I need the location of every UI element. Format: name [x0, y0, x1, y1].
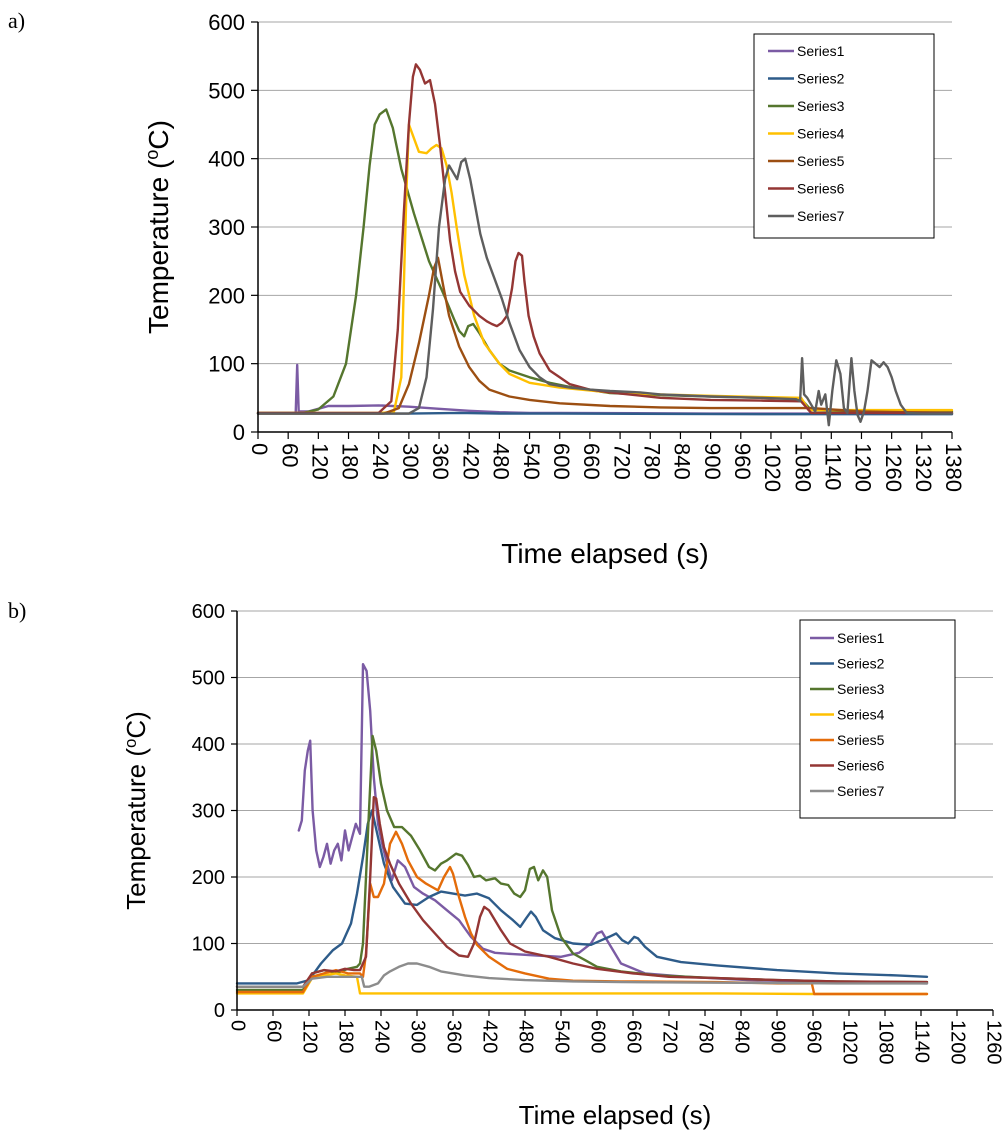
chart-a-x-tick-label: 60: [277, 443, 302, 467]
chart-b-x-tick-label: 900: [767, 1020, 789, 1053]
chart-a-y-tick-label: 500: [208, 78, 245, 103]
chart-a-x-tick-label: 180: [338, 443, 363, 480]
chart-a-series-5-line: [256, 256, 954, 415]
chart-a-x-tick-label: 420: [458, 443, 483, 480]
chart-b-legend-label: Series5: [837, 732, 885, 748]
chart-b-y-tick-label: 500: [192, 668, 225, 690]
chart-b-legend-label: Series1: [837, 630, 885, 646]
chart-b-x-tick-label: 600: [587, 1020, 609, 1053]
chart-a-x-axis-title: Time elapsed (s): [501, 538, 708, 569]
chart-b-x-tick-label: 1140: [911, 1020, 933, 1063]
chart-a-legend-label: Series3: [797, 98, 845, 114]
chart-a-x-tick-label: 1380: [941, 443, 966, 492]
chart-b-x-tick-label: 300: [407, 1020, 429, 1053]
chart-a-x-tick-label: 300: [398, 443, 423, 480]
chart-a-y-tick-label: 200: [208, 283, 245, 308]
chart-a-x-tick-label: 120: [307, 443, 332, 480]
chart-b-x-tick-label: 420: [479, 1020, 501, 1053]
chart-b-y-axis-title: Temperature (oC): [121, 711, 151, 910]
chart-b-x-tick-label: 1080: [875, 1020, 897, 1065]
chart-a-x-tick-label: 360: [428, 443, 453, 480]
chart-b-series-3-line: [235, 734, 929, 992]
chart-b-x-tick-label: 120: [299, 1020, 321, 1053]
chart-b-x-tick-label: 840: [731, 1020, 753, 1053]
chart-a-x-tick-label: 720: [609, 443, 634, 480]
chart-b-x-axis-title: Time elapsed (s): [519, 1100, 712, 1130]
chart-b-y-tick-label: 100: [192, 934, 225, 956]
chart-b: b) 0 100 200 300 400 500 600 0 60 120 180 240 300 360 4…: [8, 598, 1005, 1130]
chart-b-x-tick-label: 360: [443, 1020, 465, 1053]
chart-a-x-tick-label: 1140: [820, 443, 845, 490]
chart-b-legend-label: Series7: [837, 783, 885, 799]
chart-a-series-7-line: [256, 157, 954, 427]
chart-b-legend-label: Series4: [837, 706, 885, 722]
chart-a-x-tick-label: 660: [579, 443, 604, 480]
chart-a-y-tick-label: 100: [208, 352, 245, 377]
chart-a-x-tick-label: 840: [670, 443, 695, 480]
chart-a-panel-label: a): [8, 8, 25, 33]
chart-b-series-7-line: [235, 962, 929, 988]
chart-b-y-tick-label: 400: [192, 734, 225, 756]
chart-b-x-tick-label: 60: [263, 1020, 285, 1042]
chart-a-y-tick-label: 600: [208, 10, 245, 35]
chart-a-x-tick-label: 1200: [851, 443, 876, 492]
chart-a-x-tick-label: 240: [368, 443, 393, 480]
chart-a-legend: Series1 Series2 Series3 Series4 Series5 Serie…: [753, 33, 935, 239]
chart-a-legend-label: Series5: [797, 153, 845, 169]
chart-b-legend-label: Series2: [837, 655, 885, 671]
chart-b-x-tick-label: 540: [551, 1020, 573, 1053]
chart-a-x-tick-label: 1080: [790, 443, 815, 492]
chart-b-y-tick-label: 0: [214, 1000, 225, 1022]
chart-a-legend-label: Series6: [797, 180, 845, 196]
chart-a-x-tick-label: 1320: [911, 443, 936, 492]
chart-b-x-tick-label: 480: [515, 1020, 537, 1053]
chart-a-x-tick-label: 540: [519, 443, 544, 480]
chart-b-x-tick-label: 720: [659, 1020, 681, 1053]
chart-b-x-tick-label: 1260: [983, 1020, 1005, 1065]
chart-a-legend-label: Series1: [797, 43, 845, 59]
chart-b-x-tick-label: 240: [371, 1020, 393, 1053]
chart-a-x-tick-label: 1260: [881, 443, 906, 492]
chart-b-series-6-line: [235, 796, 929, 988]
chart-b-x-tick-label: 180: [335, 1020, 357, 1053]
chart-a-x-tick-label: 900: [700, 443, 725, 480]
chart-a-y-tick-label: 0: [233, 420, 245, 445]
chart-b-series-group: [235, 663, 929, 996]
chart-b-x-tick-label: 960: [803, 1020, 825, 1053]
chart-b-legend: Series1 Series2 Series3 Series4 Series5 Serie…: [799, 619, 956, 819]
chart-a-x-tick-label: 0: [247, 443, 272, 455]
chart-b-panel-label: b): [8, 598, 26, 623]
chart-a-legend-label: Series7: [797, 208, 845, 224]
chart-b-x-tick-label: 0: [227, 1020, 249, 1031]
chart-a-x-tick-label: 480: [489, 443, 514, 480]
chart-b-legend-label: Series3: [837, 681, 885, 697]
chart-b-legend-label: Series6: [837, 757, 885, 773]
chart-b-y-tick-label: 200: [192, 867, 225, 889]
chart-a-x-tick-label: 600: [549, 443, 574, 480]
chart-b-series-2-line: [235, 809, 929, 985]
chart-b-x-tick-label: 1020: [839, 1020, 861, 1065]
chart-a-y-tick-label: 400: [208, 147, 245, 172]
chart-a-x-tick-label: 780: [639, 443, 664, 480]
chart-a-x-tick-label: 960: [730, 443, 755, 480]
chart-a-legend-box: [753, 33, 935, 239]
chart-b-y-tick-label: 600: [192, 601, 225, 623]
chart-b-x-tick-label: 660: [623, 1020, 645, 1053]
chart-a-legend-label: Series4: [797, 125, 845, 141]
chart-a-x-tick-label: 1020: [760, 443, 785, 492]
chart-b-x-tick-label: 780: [695, 1020, 717, 1053]
chart-a-y-axis-title: Temperature (oC): [142, 120, 174, 334]
chart-a-series-group: [256, 63, 954, 427]
chart-a-y-tick-label: 300: [208, 215, 245, 240]
chart-b-legend-box: [799, 619, 956, 819]
chart-b-y-tick-label: 300: [192, 801, 225, 823]
chart-a-legend-label: Series2: [797, 70, 845, 86]
chart-b-x-tick-label: 1200: [947, 1020, 969, 1065]
